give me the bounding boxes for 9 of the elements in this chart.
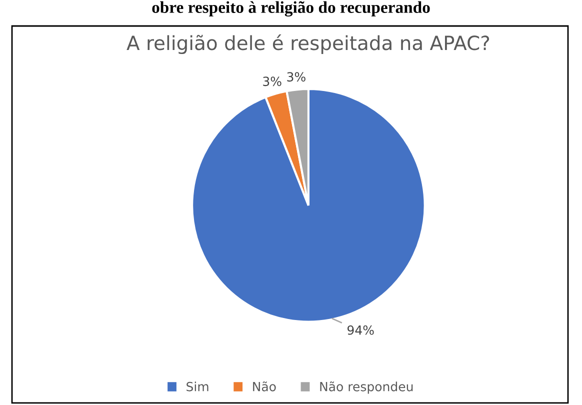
data-label: 94% [347,325,374,335]
pie-slice [191,88,426,323]
legend-label: Não respondeu [320,381,413,394]
data-label: 3% [263,76,282,86]
data-label: 3% [287,72,306,82]
legend-label: Sim [186,382,208,392]
chart-title: A religião dele é respeitada na APAC? [126,34,490,54]
legend-label: Não [253,381,276,392]
text: obre respeito à religião do recuperando [152,1,430,16]
